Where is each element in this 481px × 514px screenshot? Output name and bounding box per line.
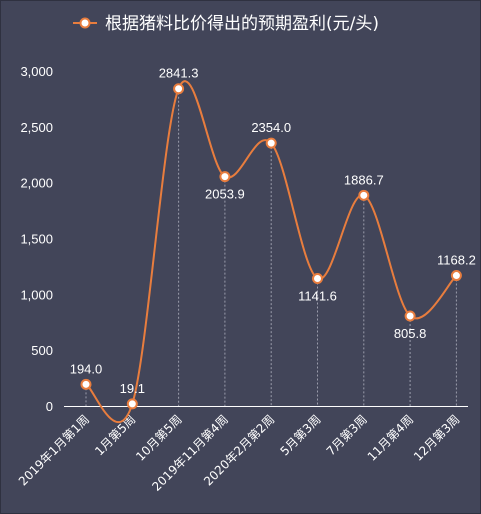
- legend: 根据猪料比价得出的预期盈利(元/头): [73, 14, 379, 34]
- data-label: 1886.7: [344, 172, 384, 187]
- data-label: 1141.6: [298, 289, 337, 304]
- data-label: 194.0: [70, 361, 103, 376]
- data-label: 1168.2: [437, 253, 476, 268]
- series-line: [85, 80, 458, 424]
- y-tick-label: 0: [46, 399, 53, 414]
- series-group: [80, 80, 462, 424]
- x-tick-label: 7月第3周: [324, 412, 370, 458]
- x-tick-label: 12月第3周: [411, 412, 463, 464]
- data-point: [265, 137, 277, 149]
- data-point: [80, 378, 92, 390]
- data-label: 2841.3: [159, 66, 199, 81]
- y-tick-label: 500: [31, 343, 53, 358]
- y-tick-label: 3,000: [20, 64, 53, 79]
- data-point: [358, 189, 370, 201]
- legend-marker: [79, 17, 91, 29]
- data-point: [126, 398, 138, 410]
- data-label: 19.1: [120, 381, 145, 396]
- y-tick-label: 2,500: [20, 120, 53, 135]
- data-label: 805.8: [394, 326, 427, 341]
- data-point: [312, 273, 323, 285]
- data-point: [219, 171, 231, 183]
- data-point: [173, 83, 185, 95]
- y-tick-label: 1,500: [20, 232, 53, 247]
- x-tick-label: 11月第4周: [365, 412, 417, 464]
- x-tick-label: 5月第3周: [277, 412, 323, 458]
- x-tick-label: 1月第5周: [92, 412, 138, 458]
- y-tick-label: 2,000: [20, 176, 53, 191]
- legend-label: 根据猪料比价得出的预期盈利(元/头): [105, 14, 379, 34]
- data-label: 2354.0: [251, 120, 291, 135]
- data-point: [450, 270, 462, 282]
- y-tick-label: 1,000: [20, 287, 53, 302]
- data-labels: 194.0 19.1 2841.3 2053.9 2354.0 1141.6 1886.7 8…: [70, 66, 476, 396]
- data-label: 2053.9: [205, 187, 245, 202]
- data-point: [404, 310, 416, 322]
- x-tick-label: 2019年1月第1周: [16, 412, 92, 488]
